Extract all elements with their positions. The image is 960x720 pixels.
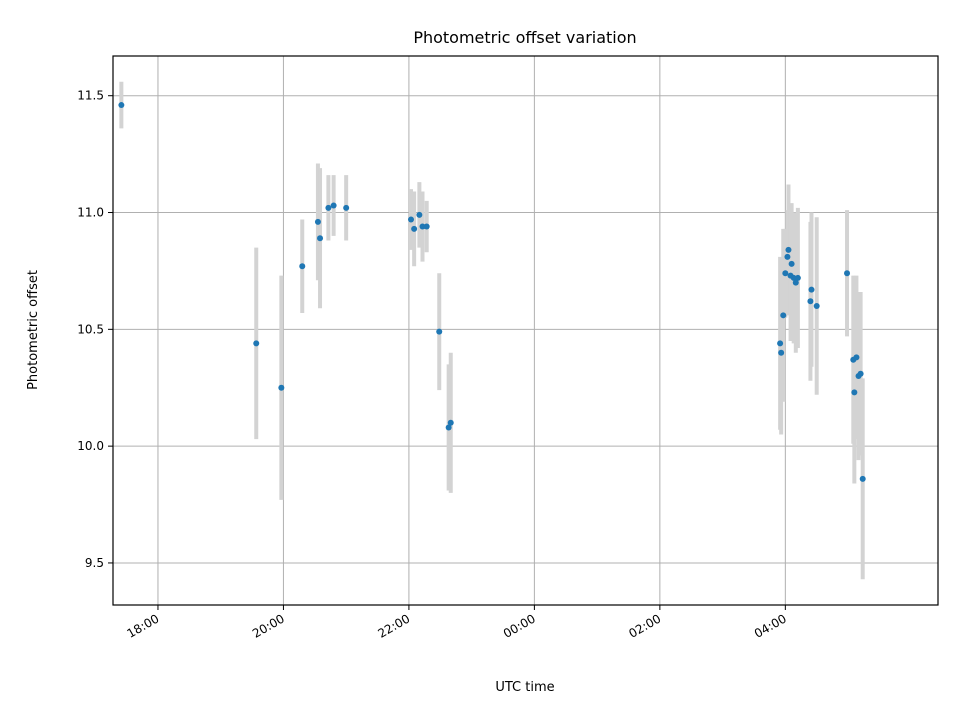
data-point — [794, 274, 801, 281]
data-point — [785, 246, 792, 253]
y-axis-label: Photometric offset — [26, 270, 41, 390]
error-bars — [119, 81, 865, 580]
data-point — [419, 223, 426, 230]
x-axis-ticks: 18:00 20:00 22:00 00:00 02:00 04:00 — [125, 605, 789, 641]
data-point — [784, 253, 791, 260]
data-point — [792, 279, 799, 286]
data-point — [447, 419, 454, 426]
data-point — [844, 270, 851, 277]
x-axis-label: UTC time — [495, 680, 554, 695]
chart-title: Photometric offset variation — [413, 28, 636, 47]
y-axis-ticks: 9.5 10.0 10.5 11.0 11.5 — [77, 89, 113, 570]
data-point — [807, 298, 814, 305]
data-point — [851, 389, 858, 396]
x-tick-label: 02:00 — [626, 611, 663, 640]
y-tick-label: 11.5 — [77, 89, 104, 103]
data-point — [411, 225, 418, 232]
y-tick-label: 11.0 — [77, 206, 104, 220]
data-point — [314, 218, 321, 225]
data-point — [416, 211, 423, 218]
data-point — [780, 312, 787, 319]
data-point — [778, 349, 785, 356]
data-point — [408, 216, 415, 223]
x-tick-label: 04:00 — [752, 611, 789, 640]
data-point — [445, 424, 452, 431]
data-point — [782, 270, 789, 277]
y-tick-label: 9.5 — [85, 556, 104, 570]
data-point — [857, 370, 864, 377]
x-tick-label: 22:00 — [375, 611, 412, 640]
data-point — [253, 340, 260, 347]
y-tick-label: 10.0 — [77, 439, 104, 453]
y-tick-label: 10.5 — [77, 322, 104, 336]
plot-area-frame — [112, 55, 939, 606]
data-point — [299, 263, 306, 270]
data-point — [423, 223, 430, 230]
data-point — [808, 286, 815, 293]
data-point — [788, 260, 795, 267]
data-point — [790, 274, 797, 281]
grid-lines — [113, 56, 938, 605]
data-points — [118, 102, 866, 482]
data-point — [813, 302, 820, 309]
data-point — [853, 354, 860, 361]
data-point — [325, 204, 332, 211]
data-point — [343, 204, 350, 211]
x-tick-label: 00:00 — [501, 611, 538, 640]
data-point — [317, 235, 324, 242]
data-point — [436, 328, 443, 335]
data-point — [777, 340, 784, 347]
data-point — [859, 475, 866, 482]
data-point — [118, 102, 125, 109]
x-tick-label: 20:00 — [250, 611, 287, 640]
x-tick-label: 18:00 — [125, 611, 162, 640]
data-point — [278, 384, 285, 391]
data-point — [330, 202, 337, 209]
